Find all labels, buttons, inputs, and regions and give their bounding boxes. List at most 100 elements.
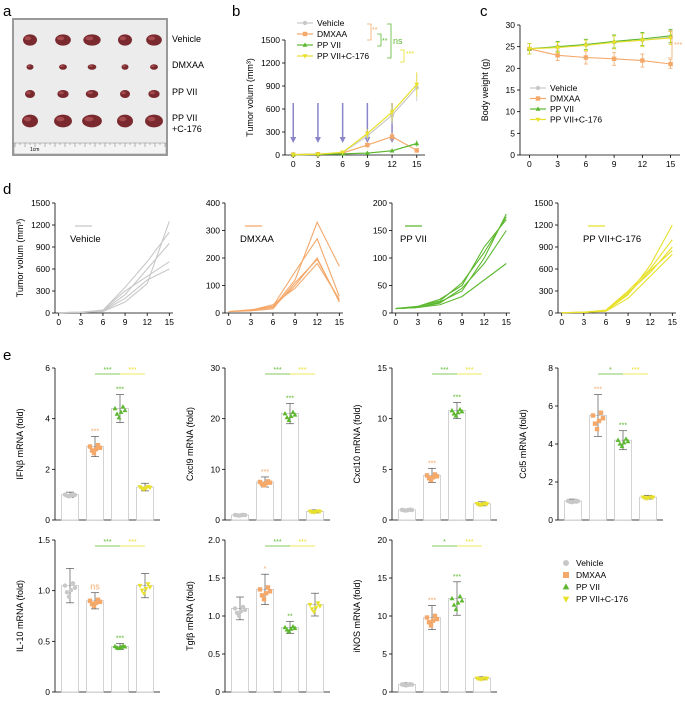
row-label-vehicle: Vehicle — [172, 34, 201, 44]
panel-d-3-y-tick-label: 1500 — [534, 198, 553, 208]
sig-label: * — [443, 539, 446, 546]
panel-d-2-x-tick-label: 3 — [415, 317, 420, 327]
sig-label: *** — [116, 635, 124, 642]
sig-label: *** — [273, 539, 281, 546]
tumor-specimen — [88, 64, 97, 70]
sig-label: * — [264, 566, 267, 573]
sig-label: * — [609, 367, 612, 374]
data-point — [612, 57, 616, 61]
replicate-point — [94, 447, 98, 451]
data-point — [365, 143, 369, 147]
bar-subplot-4: 00.51.01.5IL-10 mRNA (fold) ns****** *** — [15, 535, 160, 697]
sig-label: ns — [393, 36, 403, 46]
sig-label: *** — [674, 42, 682, 49]
mouse-line — [396, 264, 507, 309]
replicate-point — [425, 615, 429, 619]
panel-d-1-y-tick-label: 300 — [206, 226, 220, 236]
tumor-highlight — [25, 36, 31, 40]
panel-b-y-tick-label: 1200 — [261, 58, 280, 68]
legend-label: PP VII+C-176 — [550, 115, 602, 125]
series-line-0 — [293, 88, 417, 155]
replicate-point — [599, 411, 603, 415]
panel-e-5-y-tick-label: 0 — [215, 687, 220, 697]
bar-subplot-5: 00.51.01.52.0Tgfβ mRNA (fold)****** *** — [185, 535, 330, 697]
panel-d-0-x-tick-label: 6 — [101, 317, 106, 327]
panel-c-y-label: Body weight (g) — [480, 59, 490, 122]
panel-c-y-tick-label: 10 — [506, 107, 516, 117]
panel-e-3-y-label: Ccl5 mRNA (fold) — [518, 409, 528, 479]
replicate-point — [268, 480, 272, 484]
replicate-point — [616, 438, 621, 442]
treatment-arrowhead — [340, 137, 346, 143]
panel-b-y-tick-label: 0 — [275, 150, 280, 160]
tumor-highlight — [119, 117, 126, 121]
sig-label: ns — [90, 582, 100, 592]
tumor-specimen — [23, 34, 37, 45]
series-line-1 — [529, 49, 670, 64]
panel-b-x-tick-label: 15 — [412, 159, 422, 169]
tumor-highlight — [151, 65, 155, 67]
mouse-line — [229, 239, 340, 312]
replicate-point — [597, 419, 601, 423]
figure: a b c d e 1cm Vehicle DMXAA PP VII PP VI… — [0, 0, 685, 711]
sig-label: *** — [273, 367, 281, 374]
replicate-point — [243, 608, 247, 612]
tumor-specimen — [54, 115, 72, 128]
panel-c-x-tick-label: 6 — [584, 159, 589, 169]
panel-e-4-y-label: IL-10 mRNA (fold) — [15, 580, 25, 652]
panel-c-x-tick-label: 3 — [555, 159, 560, 169]
panel-e-5-y-tick-label: 1.0 — [208, 611, 220, 621]
panel-d-1-x-tick-label: 15 — [335, 317, 345, 327]
replicate-point — [121, 404, 126, 408]
replicate-point — [237, 614, 241, 618]
panel-e-0-y-label: IFNβ mRNA (fold) — [15, 408, 25, 479]
data-point — [640, 58, 644, 62]
panel-c-y-tick-label: 25 — [506, 42, 516, 52]
replicate-point — [71, 581, 75, 585]
panel-b-x-tick-label: 6 — [340, 159, 345, 169]
sig-label: *** — [465, 367, 473, 374]
row-label-ppvii-c176-line1: PP VII — [172, 113, 197, 123]
legend-label: PP VII — [317, 40, 341, 50]
replicate-point — [435, 617, 439, 621]
tumor-highlight — [150, 91, 155, 94]
tumor-specimen — [83, 34, 100, 45]
tumor-highlight — [27, 65, 30, 67]
panel-c-x-tick-label: 12 — [638, 159, 648, 169]
panel-d-1-x-tick-label: 3 — [248, 317, 253, 327]
panel-d-2-y-tick-label: 0 — [382, 308, 387, 318]
panel-d-2-x-tick-label: 9 — [460, 317, 465, 327]
tumor-specimen — [86, 90, 98, 98]
tumor-highlight — [59, 91, 64, 94]
panel-e-4-y-tick-label: 1.0 — [38, 586, 50, 596]
panel-e-5-y-tick-label: 0.5 — [208, 649, 220, 659]
legend-label: Vehicle — [576, 558, 604, 568]
panel-d-1-x-tick-label: 9 — [293, 317, 298, 327]
data-point — [414, 141, 419, 145]
bar — [87, 447, 104, 520]
panel-d-0-y-tick-label: 600 — [36, 264, 50, 274]
tumor-highlight — [147, 117, 155, 121]
row-label-ppvii: PP VII — [172, 87, 197, 97]
panel-d-0-x-tick-label: 3 — [78, 317, 83, 327]
panel-e-0-y-tick-label: 4 — [45, 414, 50, 424]
panel-d-1-x-tick-label: 0 — [226, 317, 231, 327]
panel-d-1-y-tick-label: 200 — [206, 253, 220, 263]
panel-e-0-y-tick-label: 0 — [45, 515, 50, 525]
panel-e-3-y-tick-label: 0 — [548, 515, 553, 525]
panel-e-1-y-tick-label: 20 — [211, 414, 221, 424]
legend-label: DMXAA — [240, 234, 274, 245]
sig-label: *** — [286, 395, 294, 402]
panel-d-3-x-tick-label: 6 — [604, 317, 609, 327]
tumor-specimen — [22, 115, 38, 128]
data-point — [668, 62, 672, 66]
bar-subplot-0: 0246IFNβ mRNA (fold) ********* *** — [15, 363, 160, 525]
legend-marker — [303, 21, 307, 25]
panel-d-2-x-tick-label: 6 — [438, 317, 443, 327]
data-point — [390, 134, 394, 138]
bar — [615, 440, 632, 520]
panel-b-x-tick-label: 0 — [291, 159, 296, 169]
sig-label: *** — [594, 387, 602, 394]
mouse-line — [229, 259, 340, 311]
legend-marker — [563, 560, 569, 566]
